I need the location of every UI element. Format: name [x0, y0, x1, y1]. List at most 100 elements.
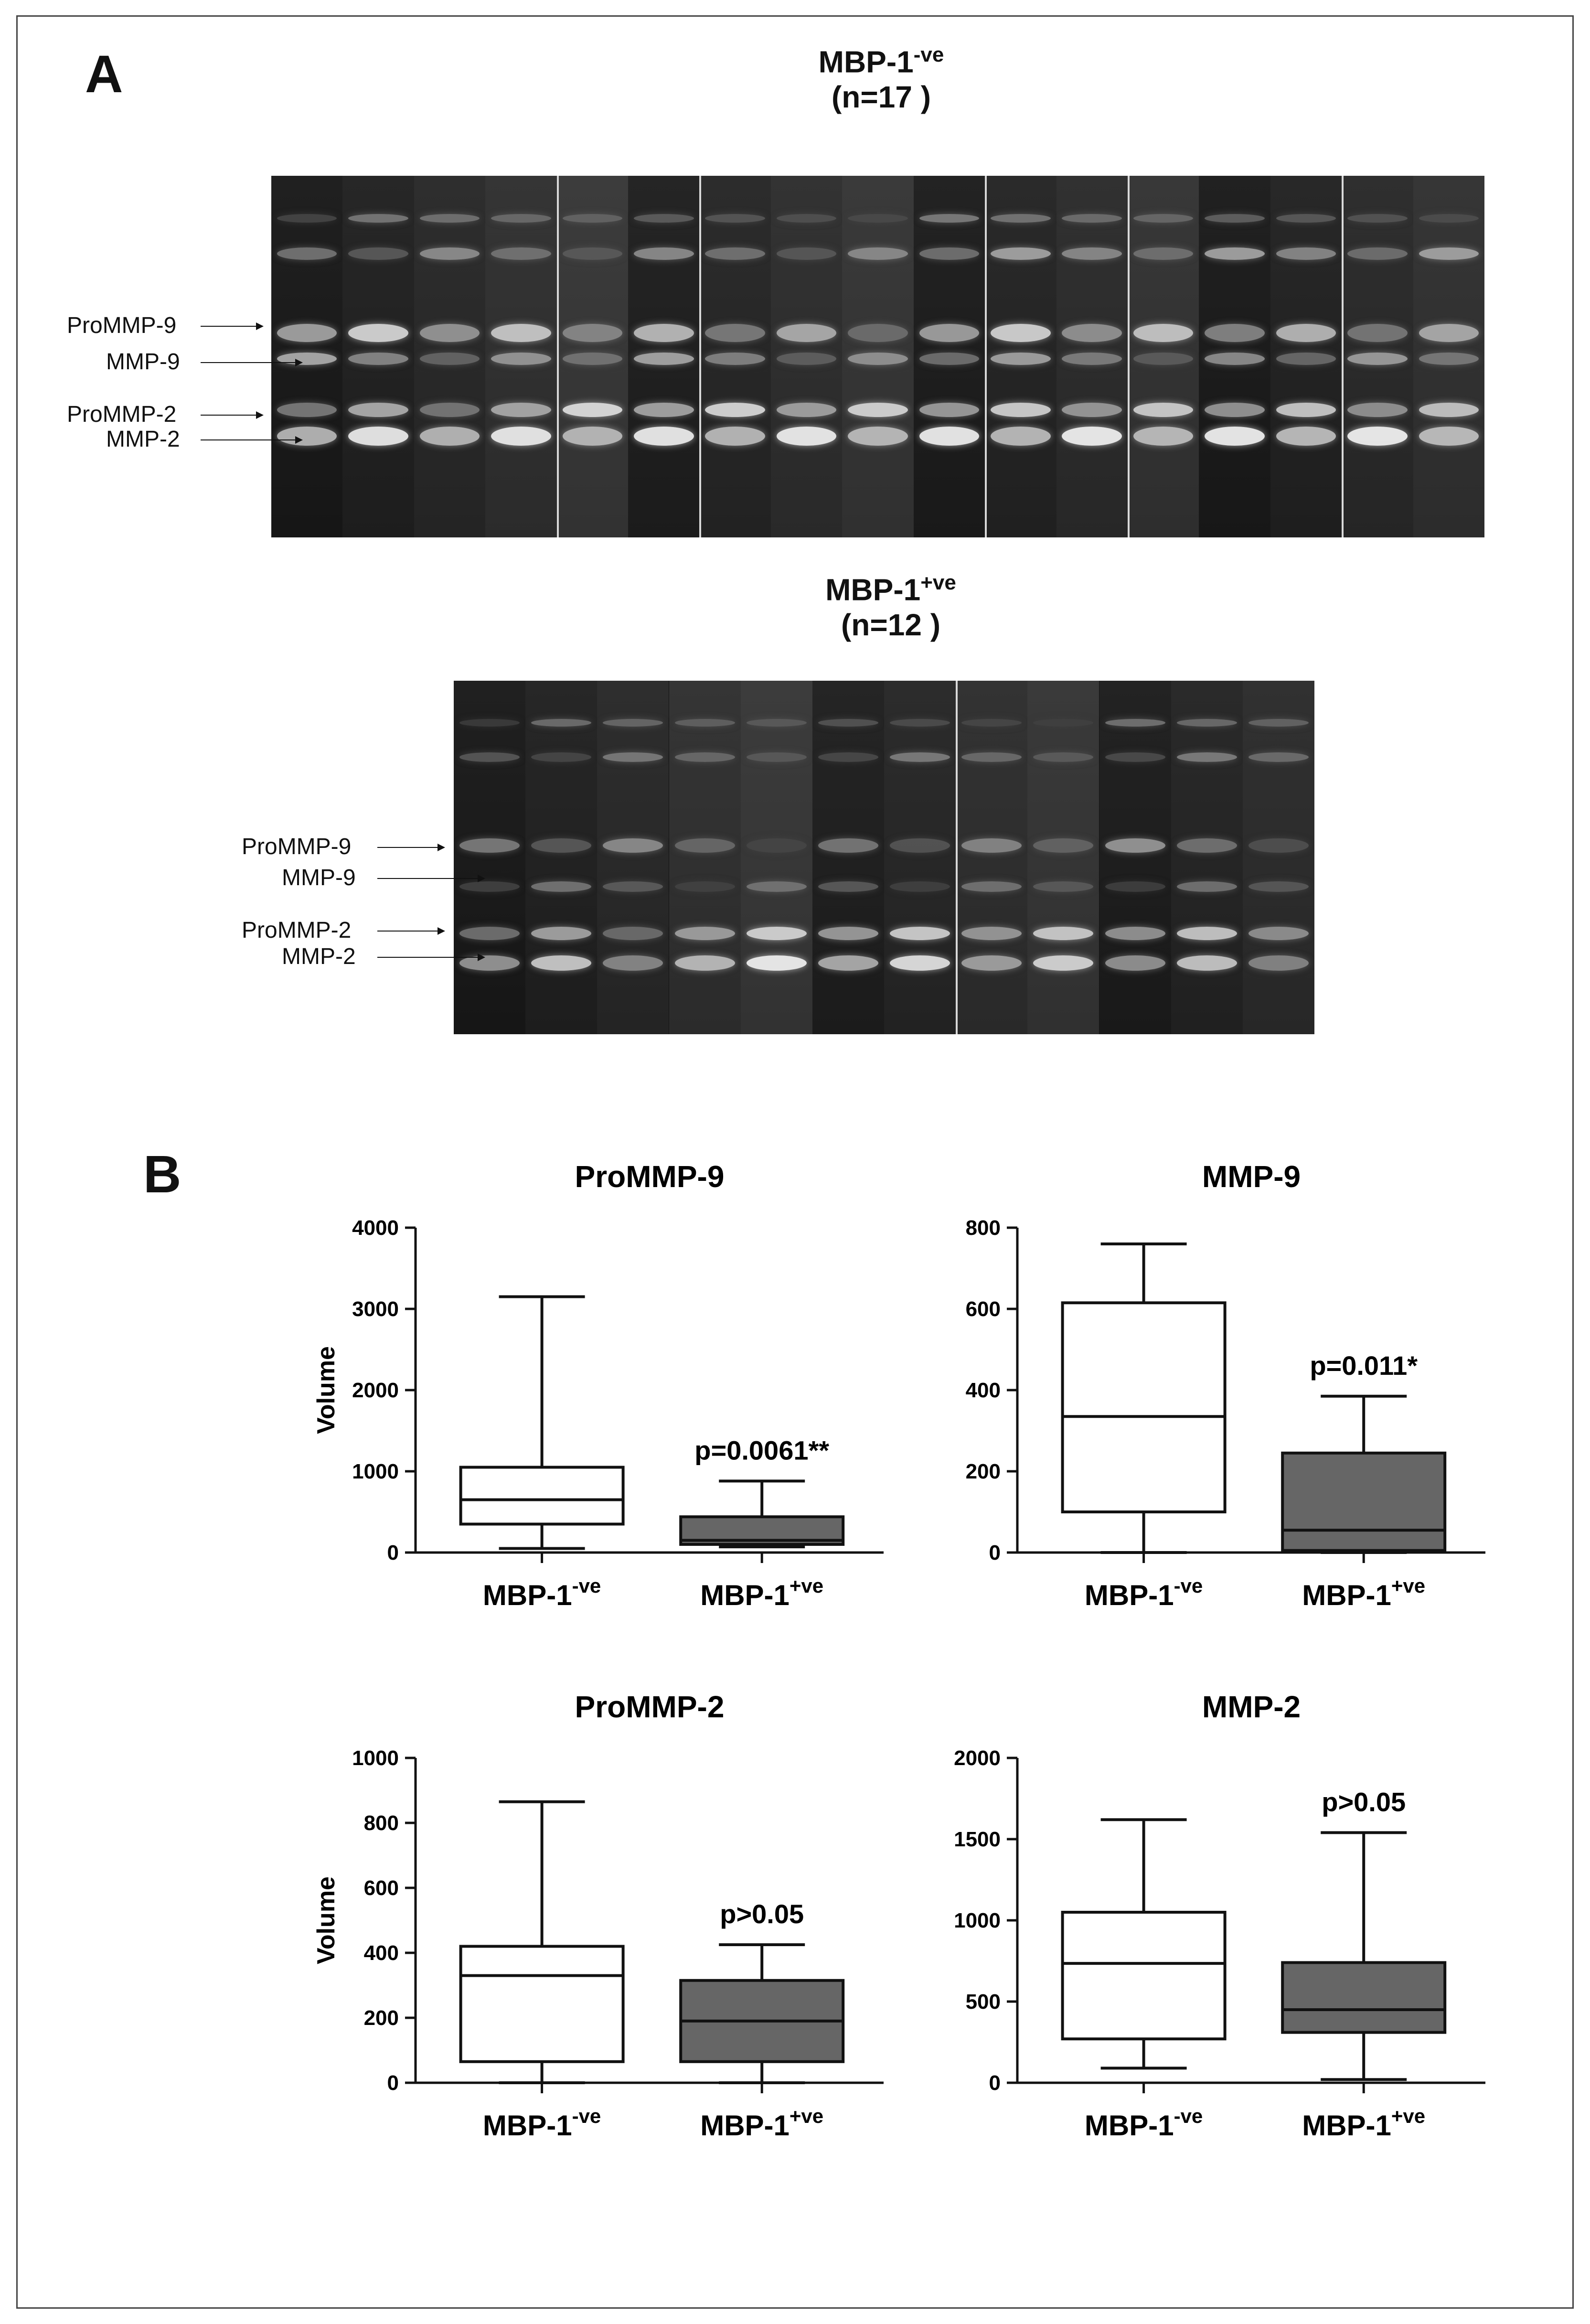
gel-lane [956, 681, 1028, 1034]
p-value-annotation: p>0.05 [720, 1899, 804, 1929]
gel-band [1133, 247, 1194, 260]
gel-band [705, 214, 765, 223]
gel-lane [1027, 681, 1099, 1034]
y-tick-label: 1000 [352, 1746, 399, 1770]
gel-band [1276, 353, 1336, 365]
gel-band [1176, 838, 1237, 853]
gel-band [562, 214, 623, 223]
gel-band [919, 353, 980, 365]
gel-band [603, 927, 663, 940]
gel-band [1033, 881, 1094, 892]
box-iqr [1061, 1301, 1227, 1513]
y-tick-label: 4000 [352, 1216, 399, 1240]
gel-band [348, 247, 408, 260]
gel-band [674, 927, 735, 940]
y-tick-label: 0 [387, 1541, 399, 1564]
gel-band [603, 719, 663, 727]
x-category-label: MBP-1-ve [483, 1574, 601, 1611]
gel-band [919, 324, 980, 342]
zymography-gel-top [271, 176, 1484, 537]
gel-band [531, 719, 592, 727]
y-tick-label: 200 [364, 2006, 399, 2030]
box-iqr [459, 1466, 625, 1526]
gel-band [991, 247, 1051, 260]
gel-band [1205, 427, 1265, 446]
zymography-gel-bottom [454, 681, 1314, 1034]
gel-band [531, 752, 592, 762]
gel-band [776, 247, 837, 260]
y-tick-label: 400 [364, 1941, 399, 1965]
gel-lane-separator [556, 176, 559, 537]
y-tick-label: 800 [364, 1811, 399, 1835]
gel-bottom-title: MBP-1+ve (n=12 ) [825, 571, 956, 642]
gel-band [562, 353, 623, 365]
gel-top-title: MBP-1-ve (n=17 ) [818, 43, 944, 114]
gel-lane [740, 681, 812, 1034]
marker-label: ProMMP-2 [67, 401, 264, 428]
gel-band [1347, 427, 1408, 446]
gel-band [1248, 955, 1309, 971]
gel-band [1176, 719, 1237, 727]
gel-band [1105, 881, 1165, 892]
gel-band [1347, 324, 1408, 342]
gel-lane-separator [1342, 176, 1344, 537]
gel-band [1347, 353, 1408, 365]
gel-band [776, 403, 837, 417]
gel-band [277, 247, 337, 260]
x-category-label: MBP-1-ve [483, 2105, 601, 2142]
gel-band [603, 955, 663, 971]
box-iqr [1061, 1911, 1227, 2041]
gel-band [1176, 881, 1237, 892]
gel-band [1248, 927, 1309, 940]
gel-band [419, 247, 480, 260]
marker-label: MMP-2 [282, 943, 485, 970]
gel-band [1133, 427, 1194, 446]
gel-band [991, 214, 1051, 223]
gel-band [459, 927, 520, 940]
gel-band [459, 955, 520, 971]
gel-band [419, 403, 480, 417]
gel-band [1033, 955, 1094, 971]
gel-band [348, 324, 408, 342]
y-axis-label: Volume [312, 1876, 340, 1964]
gel-band [1105, 955, 1165, 971]
gel-band [1276, 214, 1336, 223]
gel-band [419, 353, 480, 365]
gel-band [991, 403, 1051, 417]
x-category-label: MBP-1+ve [1302, 2105, 1425, 2142]
y-tick-label: 2000 [352, 1379, 399, 1402]
y-tick-label: 200 [966, 1460, 1001, 1483]
gel-band [459, 719, 520, 727]
gel-band [848, 324, 908, 342]
gel-band [848, 247, 908, 260]
gel-band [674, 955, 735, 971]
gel-band [603, 881, 663, 892]
gel-band [890, 719, 950, 727]
gel-lane [1099, 681, 1171, 1034]
gel-band [674, 838, 735, 853]
gel-band [776, 353, 837, 365]
gel-band [634, 427, 694, 446]
gel-band [603, 752, 663, 762]
marker-label: ProMMP-9 [242, 834, 445, 860]
gel-band [1276, 247, 1336, 260]
gel-band [674, 752, 735, 762]
gel-band [674, 881, 735, 892]
gel-band [991, 353, 1051, 365]
gel-lane-separator [1127, 176, 1130, 537]
gel-band [1205, 247, 1265, 260]
gel-band [1419, 214, 1479, 223]
marker-label: ProMMP-2 [242, 917, 445, 943]
gel-band [491, 427, 551, 446]
gel-band [961, 838, 1022, 853]
x-category-label: MBP-1+ve [700, 2105, 823, 2142]
boxplot-mmp9: MMP-9 0 200 400 600 800 MBP-1-ve MBP-1+ve p=0.01… [966, 1159, 1485, 1611]
gel-band [1176, 927, 1237, 940]
gel-band [1033, 752, 1094, 762]
gel-band [961, 752, 1022, 762]
gel-band [531, 881, 592, 892]
y-tick-label: 800 [966, 1216, 1001, 1240]
gel-band [459, 838, 520, 853]
y-axis-label: Volume [312, 1346, 340, 1434]
gel-band [277, 214, 337, 223]
